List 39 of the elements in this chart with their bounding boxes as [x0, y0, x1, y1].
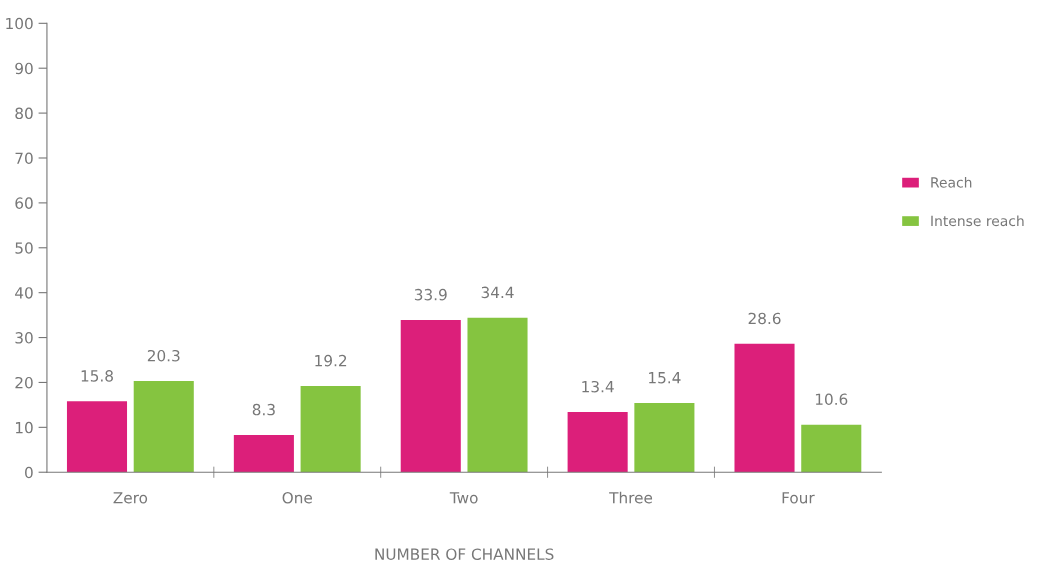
- x-tick-label: Zero: [113, 492, 148, 504]
- y-tick-label: 100: [6, 17, 33, 30]
- data-label: 15.8: [81, 370, 113, 382]
- x-tick-label: Two: [449, 492, 478, 504]
- y-tick-label: 40: [15, 287, 33, 299]
- y-tick-label: 10: [15, 421, 33, 434]
- legend-label: Reach: [931, 176, 972, 188]
- y-tick-label: 0: [25, 466, 33, 479]
- bar: [801, 424, 862, 473]
- x-tick-label: Four: [782, 492, 815, 504]
- bar: [467, 317, 528, 473]
- data-label: 15.4: [649, 372, 681, 384]
- x-tick-label: One: [282, 491, 312, 504]
- data-label: 13.4: [582, 380, 614, 393]
- y-tick-label: 30: [15, 332, 33, 344]
- bar: [634, 403, 695, 473]
- y-tick-label: 70: [15, 152, 33, 165]
- y-tick-label: 50: [15, 242, 33, 254]
- bar: [400, 320, 461, 473]
- y-tick-label: 60: [15, 197, 33, 209]
- data-label: 33.9: [414, 288, 447, 301]
- data-label: 34.4: [481, 286, 514, 299]
- data-label: 20.3: [147, 349, 180, 362]
- y-tick-label: 80: [15, 107, 33, 120]
- data-label: 8.3: [252, 403, 275, 416]
- legend-label: Intense reach: [931, 215, 1024, 227]
- x-axis-title: NUMBER OF CHANNELS: [375, 548, 554, 560]
- bar: [133, 381, 194, 473]
- bar: [300, 386, 361, 473]
- data-label: 19.2: [315, 354, 347, 367]
- y-tick-label: 90: [15, 62, 33, 75]
- bar: [567, 412, 628, 473]
- y-tick-label: 20: [15, 376, 33, 389]
- bar: [233, 434, 294, 473]
- data-label: 28.6: [748, 312, 781, 325]
- data-label: 10.6: [815, 393, 848, 406]
- bar: [734, 343, 795, 473]
- bar: [66, 401, 128, 473]
- x-tick-label: Three: [609, 491, 653, 504]
